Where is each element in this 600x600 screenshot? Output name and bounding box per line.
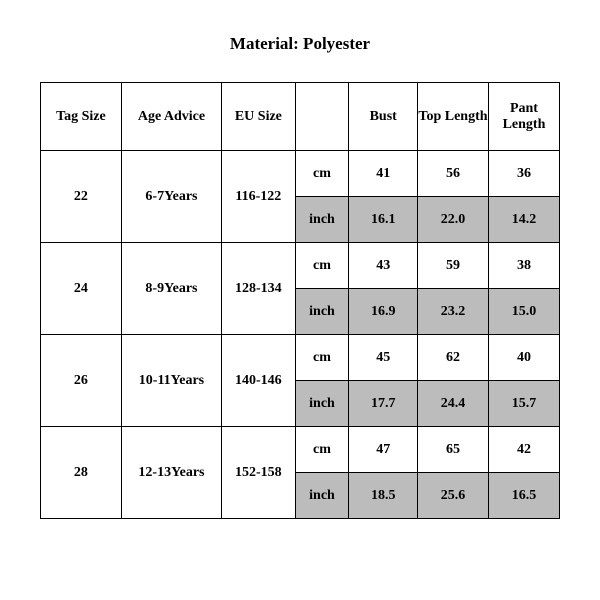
cell-eu-size: 128-134 [222, 243, 295, 335]
cell-tag-size: 22 [41, 151, 122, 243]
cell-top-length: 59 [417, 243, 488, 289]
cell-tag-size: 24 [41, 243, 122, 335]
cell-age-advice: 10-11Years [121, 335, 221, 427]
col-tag-size: Tag Size [41, 83, 122, 151]
cell-bust: 43 [349, 243, 418, 289]
cell-pant-length: 40 [488, 335, 559, 381]
cell-bust: 16.9 [349, 289, 418, 335]
col-top-length: Top Length [417, 83, 488, 151]
table-header-row: Tag Size Age Advice EU Size Bust Top Len… [41, 83, 560, 151]
col-pant-length: Pant Length [488, 83, 559, 151]
cell-unit-inch: inch [295, 473, 349, 519]
cell-unit-inch: inch [295, 289, 349, 335]
cell-pant-length: 15.0 [488, 289, 559, 335]
cell-bust: 41 [349, 151, 418, 197]
cell-top-length: 22.0 [417, 197, 488, 243]
table-row: 26 10-11Years 140-146 cm 45 62 40 [41, 335, 560, 381]
cell-unit-cm: cm [295, 427, 349, 473]
cell-pant-length: 14.2 [488, 197, 559, 243]
cell-bust: 47 [349, 427, 418, 473]
col-bust: Bust [349, 83, 418, 151]
table-row: 28 12-13Years 152-158 cm 47 65 42 [41, 427, 560, 473]
cell-top-length: 24.4 [417, 381, 488, 427]
cell-pant-length: 15.7 [488, 381, 559, 427]
cell-age-advice: 12-13Years [121, 427, 221, 519]
cell-top-length: 56 [417, 151, 488, 197]
col-age-advice: Age Advice [121, 83, 221, 151]
cell-bust: 18.5 [349, 473, 418, 519]
col-eu-size: EU Size [222, 83, 295, 151]
cell-pant-length: 42 [488, 427, 559, 473]
cell-bust: 45 [349, 335, 418, 381]
cell-eu-size: 140-146 [222, 335, 295, 427]
cell-tag-size: 26 [41, 335, 122, 427]
col-unit [295, 83, 349, 151]
cell-unit-cm: cm [295, 151, 349, 197]
cell-bust: 17.7 [349, 381, 418, 427]
page-title: Material: Polyester [40, 20, 560, 82]
sizing-chart-page: { "title": "Material: Polyester", "style… [0, 0, 600, 600]
cell-top-length: 62 [417, 335, 488, 381]
table-row: 24 8-9Years 128-134 cm 43 59 38 [41, 243, 560, 289]
size-table: Tag Size Age Advice EU Size Bust Top Len… [40, 82, 560, 519]
cell-eu-size: 116-122 [222, 151, 295, 243]
cell-top-length: 25.6 [417, 473, 488, 519]
cell-eu-size: 152-158 [222, 427, 295, 519]
cell-top-length: 65 [417, 427, 488, 473]
cell-unit-cm: cm [295, 243, 349, 289]
cell-pant-length: 36 [488, 151, 559, 197]
cell-pant-length: 38 [488, 243, 559, 289]
cell-age-advice: 8-9Years [121, 243, 221, 335]
cell-age-advice: 6-7Years [121, 151, 221, 243]
table-row: 22 6-7Years 116-122 cm 41 56 36 [41, 151, 560, 197]
cell-unit-cm: cm [295, 335, 349, 381]
cell-pant-length: 16.5 [488, 473, 559, 519]
cell-bust: 16.1 [349, 197, 418, 243]
cell-unit-inch: inch [295, 381, 349, 427]
cell-tag-size: 28 [41, 427, 122, 519]
cell-top-length: 23.2 [417, 289, 488, 335]
cell-unit-inch: inch [295, 197, 349, 243]
